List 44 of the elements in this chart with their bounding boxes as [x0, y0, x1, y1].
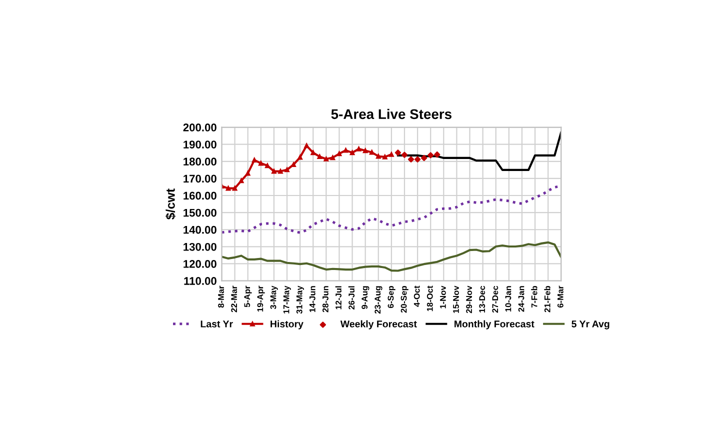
x-tick-label: 17-May: [283, 286, 291, 314]
y-axis-title: $/cwt: [165, 188, 176, 220]
x-tick-label: 27-Dec: [492, 286, 498, 313]
chart-title: 5-Area Live Steers: [331, 108, 452, 120]
x-tick-label: 28-Jun: [322, 286, 328, 312]
legend-label: Monthly Forecast: [454, 320, 534, 330]
x-tick-label: 13-Dec: [479, 286, 486, 312]
y-tick-label: 200.00: [183, 124, 216, 132]
y-tick-label: 190.00: [184, 140, 216, 148]
x-tick-label: 6-Mar: [557, 286, 564, 308]
x-tick-label: 31-May: [296, 286, 304, 314]
x-tick-label: 24-Jan: [518, 286, 524, 312]
x-tick-label: 18-Oct: [426, 286, 433, 312]
y-tick-label: 120.00: [184, 260, 216, 268]
legend-label: Weekly Forecast: [340, 320, 417, 330]
x-tick-label: 29-Nov: [466, 286, 472, 314]
y-tick-label: 180.00: [184, 158, 216, 166]
x-tick-label: 6-Sep: [388, 286, 396, 308]
legend-label: Last Yr: [200, 320, 233, 328]
x-tick-label: 22-Mar: [231, 286, 238, 312]
x-tick-label: 9-Aug: [362, 286, 370, 309]
y-tick-label: 130.00: [184, 242, 216, 251]
x-tick-label: 1-Nov: [440, 286, 446, 308]
y-tick-label: 110.00: [184, 277, 216, 285]
y-tick-label: 170.00: [184, 174, 216, 183]
x-tick-label: 14-Jun: [310, 286, 316, 312]
x-tick-label: 19-Apr: [257, 286, 265, 312]
y-tick-label: 160.00: [184, 192, 216, 200]
legend-label: History: [270, 320, 304, 330]
x-tick-label: 15-Nov: [453, 286, 459, 313]
x-tick-label: 10-Jan: [505, 286, 512, 312]
x-tick-label: 20-Sep: [400, 286, 408, 313]
legend-label: 5 Yr Avg: [572, 320, 610, 330]
x-tick-label: 3-May: [270, 286, 278, 310]
x-tick-label: 23-Aug: [374, 286, 382, 314]
x-tick-label: 8-Mar: [218, 286, 224, 308]
x-tick-label: 5-Apr: [244, 286, 252, 308]
y-tick-label: 140.00: [184, 226, 216, 234]
x-tick-label: 21-Feb: [544, 286, 550, 312]
x-tick-label: 12-Jul: [335, 286, 342, 310]
x-tick-label: 7-Feb: [531, 286, 538, 308]
x-tick-label: 26-Jul: [348, 286, 355, 310]
x-tick-label: 4-Oct: [414, 286, 420, 307]
y-tick-label: 150.00: [184, 208, 216, 217]
